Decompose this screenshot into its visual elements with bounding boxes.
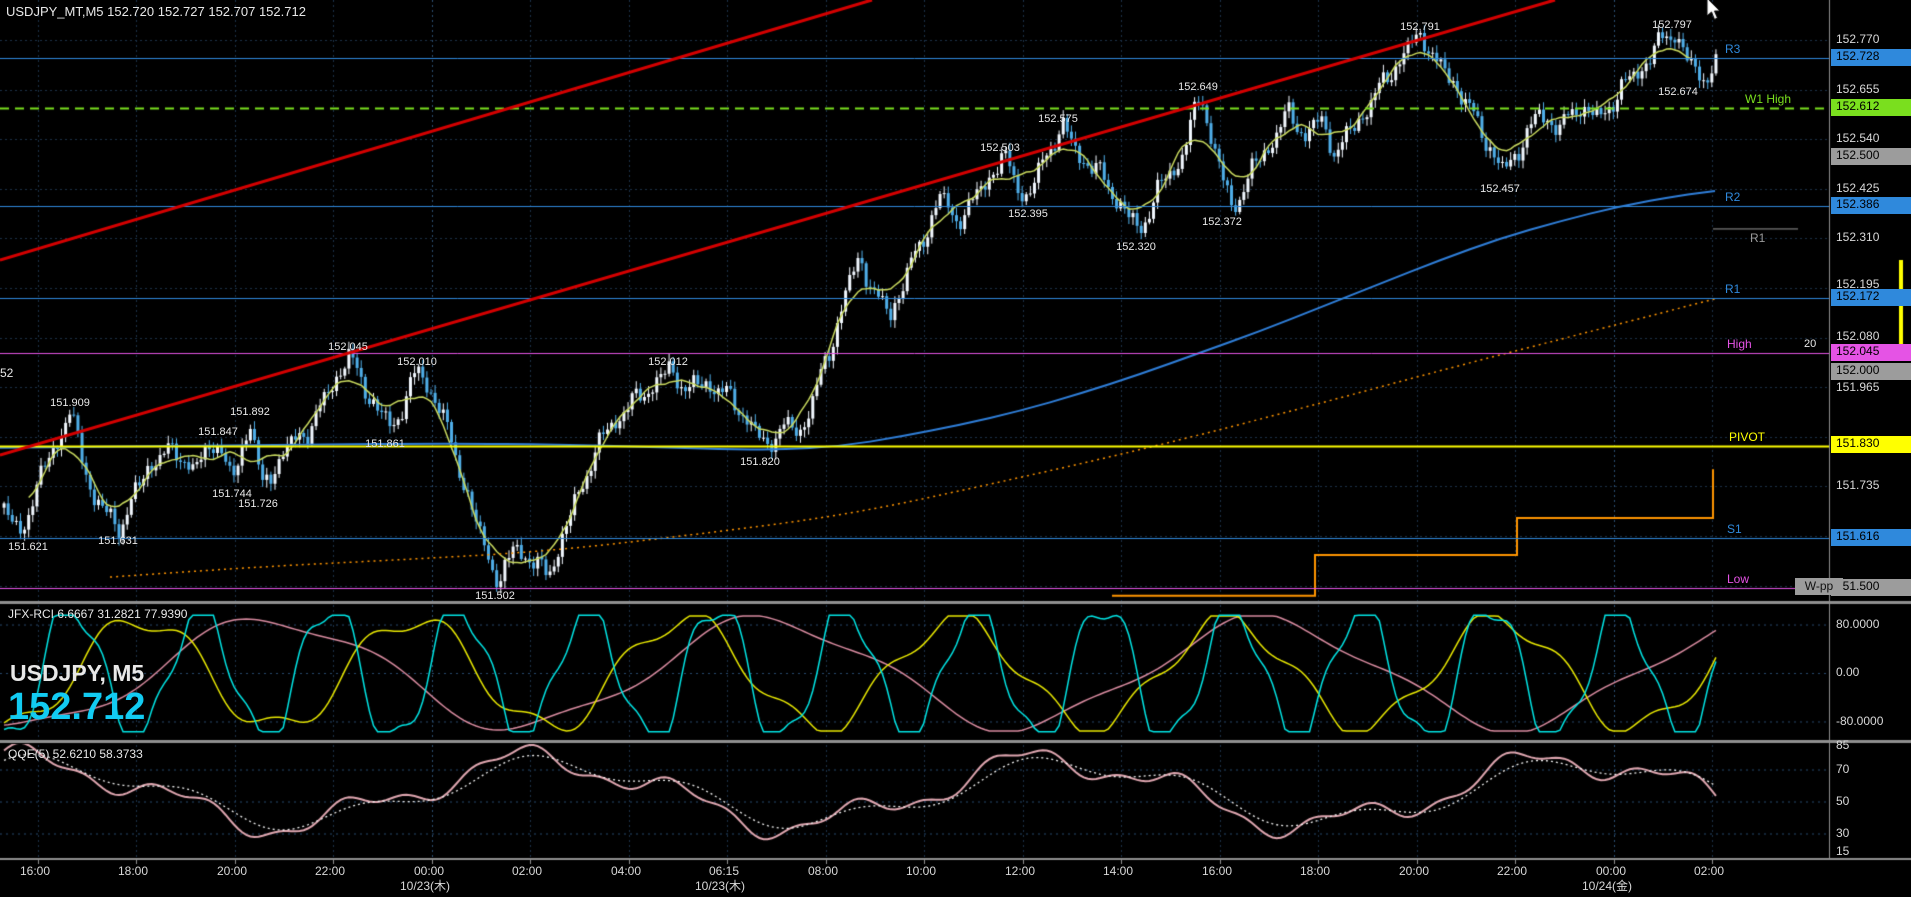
weekly-pivot-tag[interactable]: W-pp bbox=[1795, 578, 1843, 595]
qqe-indicator-header: QQE(5) 52.6210 58.3733 bbox=[8, 747, 143, 761]
current-price-watermark: 152.712 bbox=[8, 686, 146, 728]
rci-indicator-header: JFX-RCI 6.6667 31.2821 77.9390 bbox=[8, 607, 188, 621]
symbol-watermark: USDJPY, M5 bbox=[10, 660, 145, 686]
ohlc-info-line: USDJPY_MT,M5 152.720 152.727 152.707 152… bbox=[6, 4, 306, 19]
bar-countdown: 20 bbox=[1804, 338, 1817, 350]
